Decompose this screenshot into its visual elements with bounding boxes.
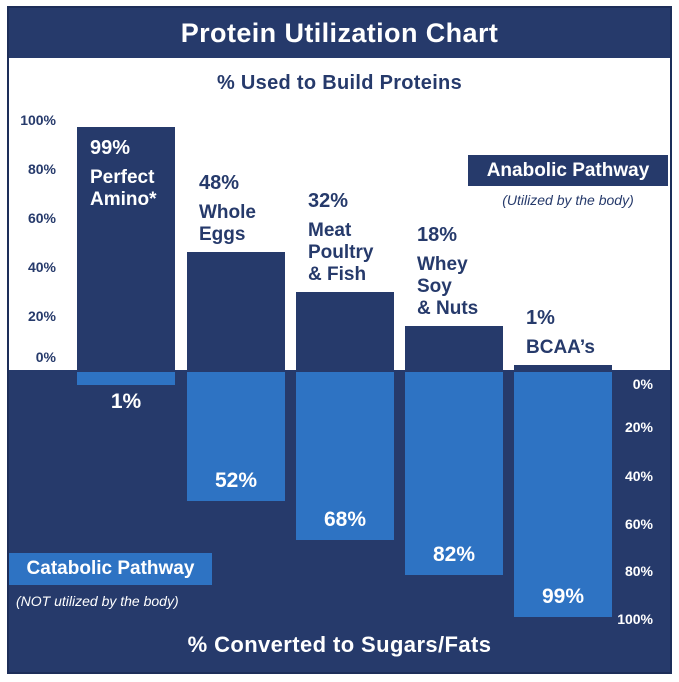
catabolic-pathway-label: Catabolic Pathway [26, 558, 195, 579]
anabolic-bar-5 [514, 365, 612, 370]
chart-title: Protein Utilization Chart [180, 17, 499, 48]
left-axis-tick-60: 60% [27, 210, 56, 226]
anabolic-bar-2 [187, 252, 285, 370]
category-label-4: Whey Soy & Nuts [417, 254, 479, 319]
catabolic-value-label-5: 99% [541, 585, 585, 608]
catabolic-value-label-3: 68% [323, 508, 367, 531]
left-axis-tick-40: 40% [27, 259, 56, 275]
right-axis-tick-100: 100% [617, 611, 653, 627]
catabolic-value-label-4: 82% [432, 543, 476, 566]
anabolic-pathway-caption: (Utilized by the body) [502, 192, 634, 208]
right-axis-tick-20: 20% [624, 419, 653, 435]
anabolic-pathway-label: Anabolic Pathway [486, 159, 650, 181]
catabolic-pathway-caption: (NOT utilized by the body) [16, 593, 179, 609]
anabolic-value-label-2: 48% [199, 172, 240, 194]
catabolic-bar-5 [514, 372, 612, 617]
anabolic-value-label-1: 99% [90, 137, 131, 159]
catabolic-bar-1 [77, 372, 175, 385]
anabolic-bar-3 [296, 292, 394, 370]
anabolic-pathway-legend: Anabolic Pathway [468, 155, 668, 186]
left-axis-tick-100: 100% [20, 112, 56, 128]
category-label-1: Perfect Amino* [90, 167, 157, 210]
category-label-5: BCAA’s [526, 337, 595, 358]
left-axis-tick-80: 80% [27, 161, 56, 177]
right-axis-tick-0: 0% [632, 376, 653, 392]
bar-top-label-4: 18% Whey Soy & Nuts [417, 224, 478, 320]
left-axis-tick-20: 20% [27, 308, 56, 324]
catabolic-bar-2 [187, 372, 285, 501]
anabolic-value-label-5: 1% [526, 307, 555, 329]
anabolic-value-label-4: 18% [417, 224, 458, 246]
category-label-2: Whole Eggs [199, 202, 256, 245]
anabolic-value-label-3: 32% [308, 190, 349, 212]
anabolic-bar-4 [405, 326, 503, 370]
catabolic-bar-3 [296, 372, 394, 540]
left-axis-tick-0: 0% [35, 349, 56, 365]
anabolic-bar-1 [77, 127, 175, 370]
catabolic-value-label-2: 52% [214, 469, 258, 492]
catabolic-pathway-legend: Catabolic Pathway [9, 553, 212, 585]
right-axis-tick-60: 60% [624, 516, 653, 532]
bar-top-label-5: 1% BCAA’s [526, 307, 595, 359]
catabolic-value-label-1: 1% [110, 390, 142, 413]
bar-top-label-1: 99% Perfect Amino* [90, 137, 157, 211]
bottom-section-label: % Converted to Sugars/Fats [187, 632, 492, 657]
catabolic-bar-4 [405, 372, 503, 575]
chart-header: Protein Utilization Chart [9, 8, 670, 58]
bar-top-label-2: 48% Whole Eggs [199, 172, 256, 246]
right-axis-tick-80: 80% [624, 563, 653, 579]
right-axis-tick-40: 40% [624, 468, 653, 484]
top-section-label: % Used to Build Proteins [216, 72, 462, 94]
bar-top-label-3: 32% Meat Poultry & Fish [308, 190, 373, 286]
category-label-3: Meat Poultry & Fish [308, 220, 374, 285]
